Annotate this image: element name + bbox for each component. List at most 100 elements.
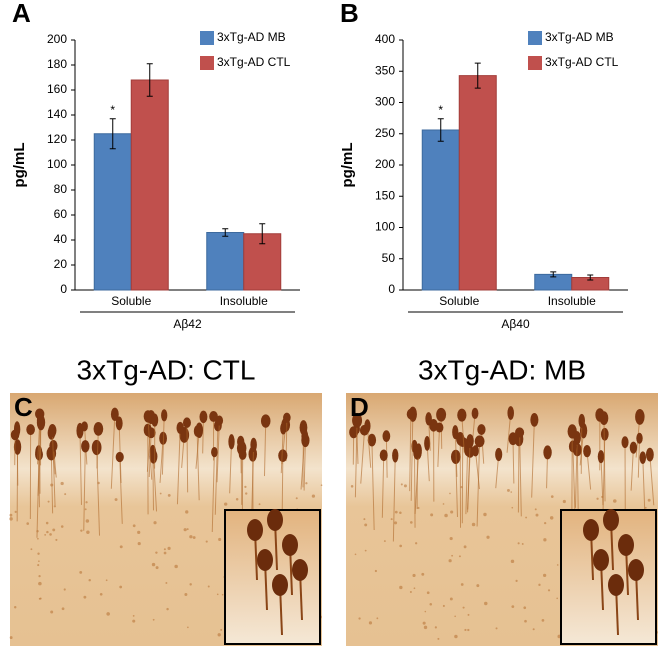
neuron	[635, 408, 645, 425]
y-axis-label: pg/mL	[11, 143, 28, 188]
speck	[132, 614, 135, 617]
neuron	[435, 422, 444, 433]
y-tick-label: 50	[382, 251, 396, 265]
speck	[244, 485, 247, 489]
neuron	[352, 413, 363, 428]
speck	[467, 613, 470, 616]
y-tick-label: 20	[54, 257, 68, 271]
neuron	[392, 448, 399, 463]
speck	[155, 566, 159, 570]
bar	[130, 79, 169, 291]
speck	[163, 551, 167, 555]
speck	[13, 605, 17, 609]
dendrite	[531, 419, 535, 498]
speck	[220, 628, 223, 631]
speck	[55, 538, 58, 541]
speck	[137, 541, 141, 546]
speck	[449, 492, 451, 495]
panel-label: C	[14, 392, 33, 422]
speck	[151, 562, 156, 567]
error-bar	[587, 274, 594, 281]
speck	[442, 604, 445, 607]
neuron	[507, 406, 514, 420]
speck	[119, 545, 123, 549]
speck	[52, 528, 56, 532]
y-tick-label: 150	[375, 188, 395, 202]
neuron	[13, 439, 22, 455]
speck	[358, 617, 361, 620]
dendrite	[512, 438, 515, 484]
x-tick-label: Insoluble	[548, 294, 596, 308]
dendrite	[586, 451, 592, 490]
dendrite	[437, 427, 440, 467]
neuron	[48, 423, 57, 438]
speck	[39, 597, 42, 600]
dendrite	[161, 415, 165, 475]
speck	[132, 524, 136, 528]
speck	[221, 593, 224, 596]
speck	[163, 548, 166, 551]
speck	[448, 559, 452, 563]
neuron	[636, 432, 643, 444]
neuron	[457, 408, 467, 422]
speck	[114, 498, 118, 502]
neuron	[260, 414, 271, 428]
neuron	[578, 413, 586, 428]
neuron	[406, 408, 415, 420]
speck	[451, 554, 454, 557]
speck	[132, 619, 136, 623]
speck	[415, 542, 418, 545]
dendrite	[413, 446, 416, 528]
speck	[99, 592, 103, 596]
inset-neuron	[608, 574, 624, 596]
speck	[218, 537, 222, 541]
speck	[166, 607, 169, 611]
speck	[543, 538, 547, 542]
speck	[423, 625, 428, 630]
speck	[409, 591, 412, 594]
speck	[538, 583, 541, 587]
speck	[224, 502, 228, 506]
speck	[424, 610, 427, 613]
speck	[543, 573, 547, 578]
speck	[374, 569, 378, 573]
dendrite	[519, 432, 522, 517]
inset-neuron	[593, 549, 609, 571]
dendrite	[147, 416, 153, 480]
neuron	[110, 407, 119, 421]
dendrite	[476, 441, 481, 527]
speck	[467, 628, 470, 632]
dendrite	[574, 437, 578, 508]
neuron	[81, 421, 88, 432]
bar	[458, 75, 497, 291]
neuron	[176, 421, 184, 434]
dendrite	[159, 438, 164, 483]
speck	[422, 621, 426, 625]
neuron	[495, 447, 503, 462]
speck	[400, 483, 403, 486]
speck	[394, 521, 398, 525]
speck	[14, 510, 17, 513]
neuron	[415, 443, 422, 458]
neuron	[645, 447, 654, 462]
speck	[50, 483, 54, 487]
speck	[524, 619, 527, 623]
y-axis-label: pg/mL	[339, 143, 356, 188]
speck	[399, 511, 402, 514]
y-tick-label: 200	[375, 157, 395, 171]
speck	[644, 506, 647, 509]
speck	[449, 536, 453, 541]
dendrite	[576, 449, 579, 521]
speck	[30, 548, 33, 551]
speck	[458, 555, 461, 558]
speck	[399, 585, 403, 590]
error-bar	[146, 63, 153, 97]
bar	[93, 133, 132, 291]
speck	[174, 564, 178, 569]
dendrite	[649, 454, 655, 506]
neuron	[149, 449, 158, 464]
dendrite	[360, 430, 365, 484]
speck	[79, 570, 83, 574]
speck	[189, 583, 192, 586]
speck	[417, 506, 420, 510]
